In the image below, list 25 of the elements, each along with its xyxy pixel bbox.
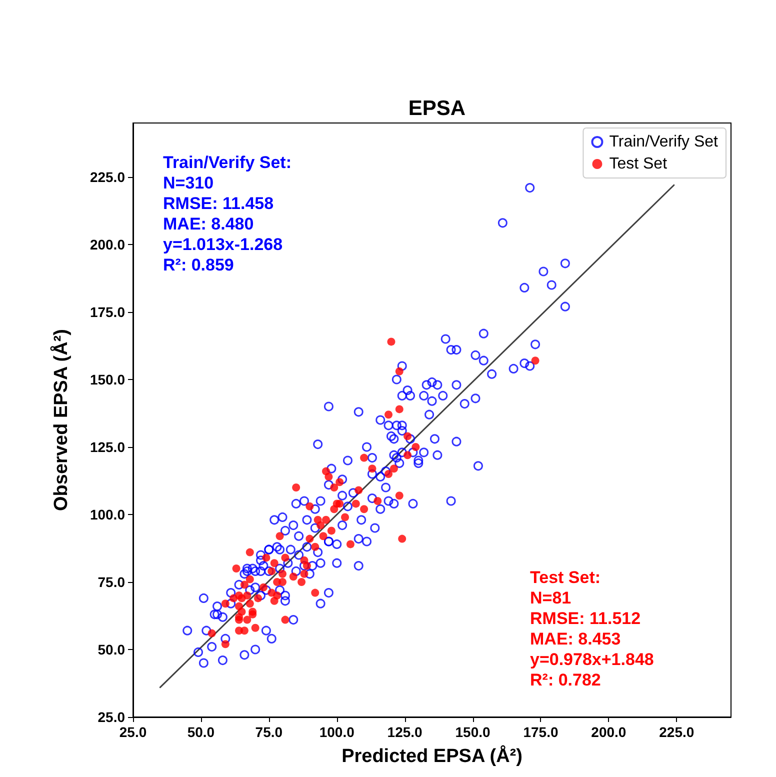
y-tick-label: 200.0 <box>90 236 126 252</box>
y-tick-label: 25.0 <box>98 709 126 725</box>
y-tick-label: 125.0 <box>90 439 126 455</box>
x-tick-label: 125.0 <box>387 724 423 740</box>
x-axis-title: Predicted EPSA (Å²) <box>342 745 522 767</box>
annotation: Test Set: N=81 RMSE: 11.512 MAE: 8.453 y=0.978x+1.848 R²: 0.782 <box>530 568 654 690</box>
y-axis-title: Observed EPSA (Å²) <box>50 329 72 511</box>
y-tick-label: 50.0 <box>98 642 126 658</box>
y-tick-label: 100.0 <box>90 506 126 522</box>
x-tick-label: 200.0 <box>591 724 626 740</box>
y-tick-label: 175.0 <box>90 304 126 320</box>
y-tick-label: 75.0 <box>98 574 126 590</box>
legend-label: Test Set <box>609 156 668 172</box>
y-tick-label: 150.0 <box>90 372 126 388</box>
y-tick-label: 225.0 <box>90 169 126 185</box>
legend-label: Train/Verify Set <box>609 134 719 150</box>
x-tick-label: 50.0 <box>187 724 215 740</box>
x-tick-label: 225.0 <box>659 724 694 740</box>
annotation: Train/Verify Set: N=310 RMSE: 11.458 MAE: 8.480 y=1.013x-1.268 R²: 0.859 <box>163 152 292 274</box>
x-tick-label: 75.0 <box>255 724 283 740</box>
x-tick-label: 150.0 <box>455 724 490 740</box>
chart-title: EPSA <box>408 97 466 120</box>
x-tick-label: 25.0 <box>119 724 147 740</box>
x-tick-label: 175.0 <box>523 724 558 740</box>
x-tick-label: 100.0 <box>319 724 355 740</box>
